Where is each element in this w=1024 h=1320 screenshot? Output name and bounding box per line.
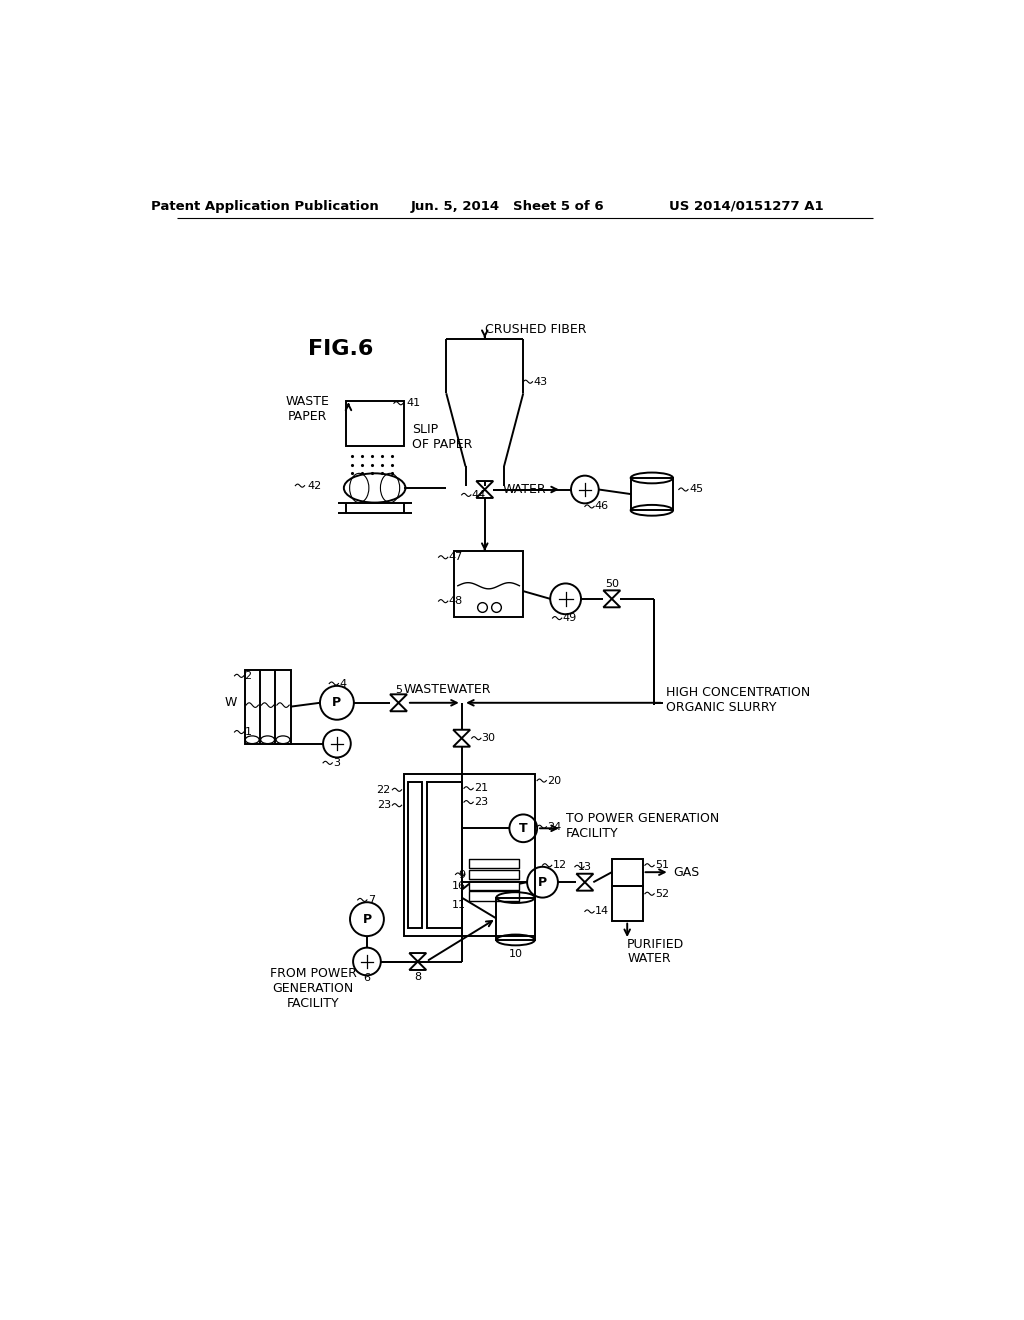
- Bar: [611, 886, 643, 921]
- Text: T: T: [519, 822, 527, 834]
- Text: WASTE
PAPER: WASTE PAPER: [286, 395, 330, 422]
- Text: WATER: WATER: [503, 483, 547, 496]
- Bar: [611, 859, 643, 886]
- Text: GAS: GAS: [674, 866, 699, 879]
- Text: 45: 45: [689, 484, 703, 495]
- Text: Patent Application Publication: Patent Application Publication: [152, 199, 379, 213]
- Text: WASTEWATER: WASTEWATER: [403, 684, 492, 696]
- Bar: [469, 859, 519, 869]
- Text: SLIP
OF PAPER: SLIP OF PAPER: [413, 424, 473, 451]
- Text: 16: 16: [452, 880, 466, 891]
- Text: 5: 5: [395, 685, 402, 694]
- Text: 8: 8: [414, 972, 421, 982]
- Text: FIG.6: FIG.6: [307, 339, 373, 359]
- Text: 24: 24: [547, 822, 561, 832]
- Text: 21: 21: [474, 783, 488, 793]
- Text: 23: 23: [474, 797, 488, 807]
- Text: 47: 47: [449, 552, 463, 562]
- Text: TO POWER GENERATION
FACILITY: TO POWER GENERATION FACILITY: [565, 812, 719, 840]
- Bar: [245, 671, 291, 743]
- Text: 1: 1: [245, 727, 252, 737]
- Text: P: P: [538, 875, 547, 888]
- Bar: [469, 870, 519, 879]
- Bar: [403, 775, 535, 936]
- Text: 2: 2: [245, 671, 252, 681]
- Text: 4: 4: [339, 678, 346, 689]
- Bar: [469, 880, 519, 890]
- Text: 3: 3: [333, 758, 340, 768]
- Text: 10: 10: [509, 949, 522, 958]
- Text: FROM POWER
GENERATION
FACILITY: FROM POWER GENERATION FACILITY: [269, 968, 356, 1010]
- Text: 30: 30: [481, 733, 496, 743]
- Bar: [631, 478, 674, 511]
- Text: PURIFIED
WATER: PURIFIED WATER: [628, 937, 684, 965]
- Text: 48: 48: [449, 597, 463, 606]
- Text: US 2014/0151277 A1: US 2014/0151277 A1: [670, 199, 824, 213]
- Text: Jun. 5, 2014   Sheet 5 of 6: Jun. 5, 2014 Sheet 5 of 6: [411, 199, 605, 213]
- Text: HIGH CONCENTRATION
ORGANIC SLURRY: HIGH CONCENTRATION ORGANIC SLURRY: [666, 685, 810, 714]
- Text: 52: 52: [655, 888, 669, 899]
- Text: 9: 9: [459, 870, 466, 879]
- Bar: [427, 781, 462, 928]
- Text: 14: 14: [595, 907, 609, 916]
- Text: 46: 46: [595, 502, 609, 511]
- Bar: [454, 552, 523, 616]
- Text: 43: 43: [534, 376, 548, 387]
- Bar: [408, 781, 422, 928]
- Text: 22: 22: [377, 785, 391, 795]
- Text: CRUSHED FIBER: CRUSHED FIBER: [484, 323, 587, 335]
- Text: 13: 13: [578, 862, 592, 871]
- Text: 20: 20: [547, 776, 561, 785]
- Bar: [346, 401, 403, 446]
- Text: W: W: [224, 696, 237, 709]
- Text: P: P: [333, 696, 341, 709]
- Text: 6: 6: [364, 973, 371, 983]
- Text: 50: 50: [605, 579, 618, 589]
- Text: 12: 12: [553, 861, 566, 870]
- Text: P: P: [362, 912, 372, 925]
- Text: 49: 49: [562, 612, 577, 623]
- Text: 51: 51: [655, 861, 669, 870]
- Text: 44: 44: [472, 490, 486, 500]
- Bar: [469, 891, 519, 900]
- Bar: [497, 898, 535, 940]
- Text: 11: 11: [452, 900, 466, 911]
- Text: 7: 7: [368, 895, 375, 906]
- Text: 42: 42: [307, 480, 322, 491]
- Text: 23: 23: [377, 800, 391, 810]
- Text: 41: 41: [407, 399, 420, 408]
